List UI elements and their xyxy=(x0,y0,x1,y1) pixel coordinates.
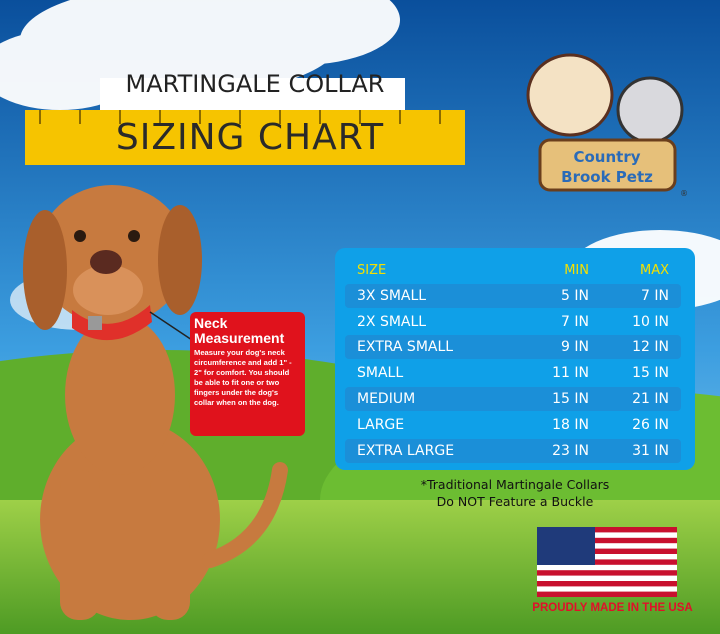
table-cell: 15 IN xyxy=(632,365,669,382)
table-cell: 31 IN xyxy=(632,442,669,459)
table-row: SMALL 11 IN 15 IN xyxy=(345,361,681,385)
subtitle: SIZING CHART xyxy=(115,117,385,158)
table-row: 3X SMALL 5 IN 7 IN xyxy=(345,283,681,308)
table-row: EXTRA SMALL 9 IN 12 IN xyxy=(345,335,681,360)
table-cell: MEDIUM xyxy=(357,390,416,407)
logo-line1: Country xyxy=(573,148,640,166)
table-cell: 12 IN xyxy=(632,339,669,356)
column-header: MIN xyxy=(564,262,589,278)
table-cell: 18 IN xyxy=(552,416,589,433)
table-header: SIZE MIN MAX xyxy=(345,258,681,282)
table-cell: 9 IN xyxy=(561,339,589,356)
table-cell: 15 IN xyxy=(552,390,589,407)
table-cell: 23 IN xyxy=(552,442,589,459)
table-cell: 2X SMALL xyxy=(357,313,427,330)
table-row: EXTRA LARGE 23 IN 31 IN xyxy=(345,438,681,463)
callout-text: Measure your dog's neck circumference an… xyxy=(194,348,292,407)
table-cell: 5 IN xyxy=(561,287,589,304)
table-cell: LARGE xyxy=(357,416,405,433)
table-cell: EXTRA LARGE xyxy=(357,442,455,459)
table-cell: 10 IN xyxy=(632,313,669,330)
table-row: MEDIUM 15 IN 21 IN xyxy=(345,386,681,411)
table-cell: 7 IN xyxy=(641,287,669,304)
table-cell: 3X SMALL xyxy=(357,287,427,304)
made-in: PROUDLY MADE IN THE USA xyxy=(532,602,693,614)
note-line: *Traditional Martingale Collars xyxy=(420,477,610,492)
column-header: MAX xyxy=(639,262,669,278)
table-cell: 26 IN xyxy=(632,416,669,433)
table-cell: 7 IN xyxy=(561,313,589,330)
table-cell: 11 IN xyxy=(552,365,589,382)
table-cell: EXTRA SMALL xyxy=(357,339,454,356)
note-line: Do NOT Feature a Buckle xyxy=(436,494,594,509)
callout: Neck Measurement Measure your dog's neck… xyxy=(194,316,300,408)
callout-title: Neck Measurement xyxy=(194,315,285,346)
size-table: SIZE MIN MAX 3X SMALL 5 IN 7 IN 2X SMALL 7 IN 10… xyxy=(345,258,681,464)
note: *Traditional Martingale Collars Do NOT F… xyxy=(390,476,640,510)
table-cell: SMALL xyxy=(357,365,404,382)
logo-line2: Brook Petz xyxy=(561,168,653,186)
column-header: SIZE xyxy=(357,262,387,278)
logo-mark: ® xyxy=(680,189,688,198)
table-cell: 21 IN xyxy=(632,390,669,407)
table-row: LARGE 18 IN 26 IN xyxy=(345,413,681,437)
table-row: 2X SMALL 7 IN 10 IN xyxy=(345,310,681,334)
title: MARTINGALE COLLAR xyxy=(125,70,385,98)
